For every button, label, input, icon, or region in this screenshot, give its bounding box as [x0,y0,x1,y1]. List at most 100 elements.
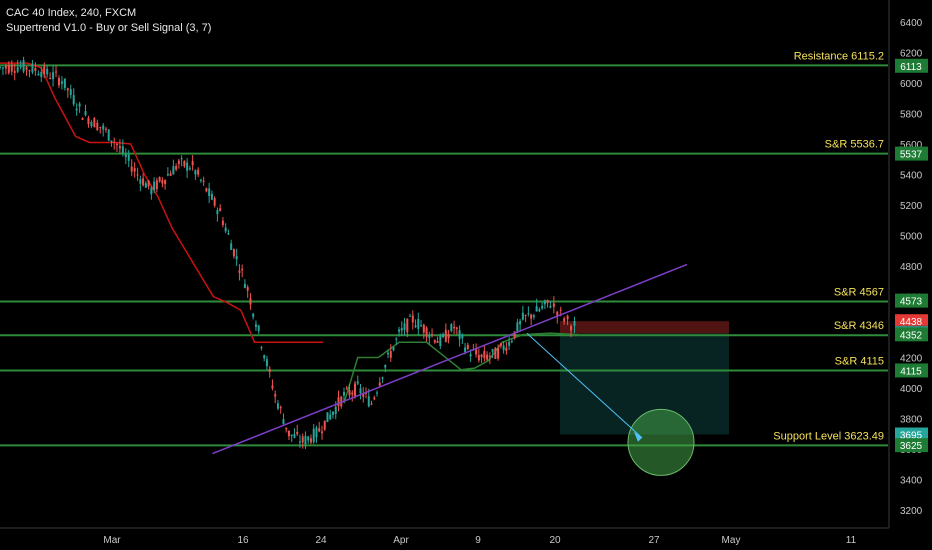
candle-body [513,331,516,339]
y-tick-label: 3800 [900,415,923,426]
target-circle [627,408,695,476]
candle-body [285,427,288,430]
x-tick-label: 16 [237,535,249,546]
y-tick-label: 6200 [900,49,923,60]
level-label: Resistance 6115.2 [794,50,884,62]
candle-body [508,341,511,346]
y-tick-label: 5400 [900,171,923,182]
candle-body [57,77,60,86]
candle-body [461,334,464,339]
candle-body [10,64,13,72]
candle-body [334,406,337,414]
candle-body [252,313,255,317]
candle-body [318,428,321,432]
candle-body [191,161,194,166]
candle-body [52,72,55,80]
candle-body [521,312,524,320]
candle-body [543,300,546,305]
candle-body [488,355,491,357]
candle-body [4,66,7,69]
candle-body [307,436,310,441]
candle-body [527,313,530,315]
candle-body [164,179,167,185]
candle-body [230,243,233,250]
candle-body [312,428,315,443]
candle-body [439,336,442,346]
candle-body [279,407,282,409]
candle-body [541,305,544,309]
y-tick-label: 5800 [900,110,923,121]
level-label: Support Level 3623.49 [773,430,884,442]
candle-body [406,318,409,333]
candle-body [235,256,238,260]
candle-body [153,181,156,190]
level-label: S&R 5536.7 [825,139,884,151]
candle-body [546,299,549,304]
price-tag-box [895,327,928,342]
candle-body [208,188,211,197]
candle-body [480,354,483,358]
candle-body [118,146,121,149]
candle-body [293,434,296,438]
candle-body [232,249,235,257]
candle-body [142,178,145,186]
candle-body [524,314,527,316]
candle-body [0,66,1,68]
x-tick-label: 24 [315,535,327,546]
projection-arrow-line [526,333,643,439]
y-tick-label: 6000 [900,79,923,90]
candle-body [431,334,434,336]
candle-body [224,227,227,232]
candle-body [96,122,99,131]
candle-body [298,441,301,443]
y-tick-label: 5000 [900,232,923,243]
candle-body [84,111,87,116]
price-tag-box [895,438,928,453]
candle-body [530,314,533,319]
candle-body [166,174,169,176]
candle-body [420,325,423,327]
candle-body [376,392,379,394]
candle-body [102,125,105,130]
candle-body [72,95,75,105]
candle-body [466,344,469,349]
candle-body [453,326,456,329]
candle-body [486,354,489,360]
candle-body [274,394,277,397]
candle-body [535,306,538,312]
candle-body [384,364,387,368]
candle-body [124,154,127,158]
candle-body [221,220,224,225]
candle-body [556,311,559,317]
candle-body [219,208,222,212]
candle-body [194,170,197,175]
candle-body [115,143,118,146]
candle-body [417,318,420,329]
candle-body [290,434,293,437]
candle-body [49,77,52,79]
candle-body [367,396,370,407]
candle-body [130,166,133,172]
x-tick-label: 20 [549,535,561,546]
candle-body [475,349,478,355]
chart-title: CAC 40 Index, 240, FXCM [6,7,137,19]
candle-body [197,169,200,175]
candle-body [271,385,274,389]
candle-body [81,118,84,120]
candle-body [238,270,241,273]
candle-body [1,67,4,69]
candle-body [249,298,252,305]
candle-body [315,427,318,438]
candle-body [389,351,392,358]
candle-body [186,162,189,171]
candle-body [510,341,513,343]
candle-body [563,318,566,322]
candle-body [519,320,522,325]
candle-body [320,431,323,434]
candle-body [37,73,40,76]
candle-body [309,438,312,443]
projection-arrow-head [634,431,642,442]
candle-body [257,325,260,332]
candle-body [455,327,458,329]
